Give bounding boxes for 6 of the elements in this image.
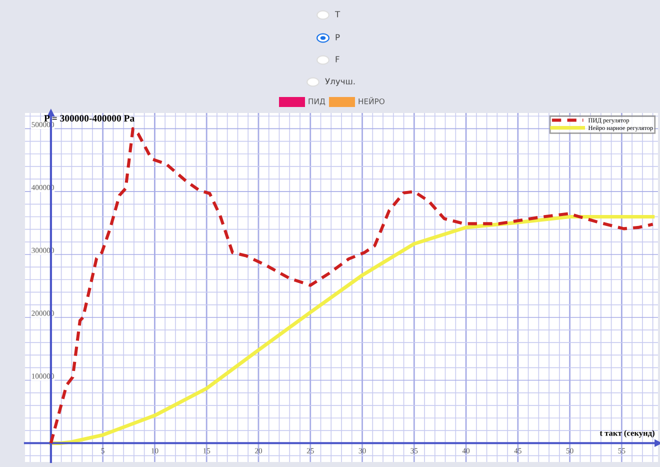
- text: P: [336, 34, 340, 40]
- text: Улучш.: [325, 78, 355, 86]
- text: F: [336, 56, 340, 62]
- chart-title: P = 300000-400000 Pa: [44, 115, 134, 122]
- text: T: [334, 11, 340, 18]
- x-axis-title: t такт (секунд): [600, 430, 654, 438]
